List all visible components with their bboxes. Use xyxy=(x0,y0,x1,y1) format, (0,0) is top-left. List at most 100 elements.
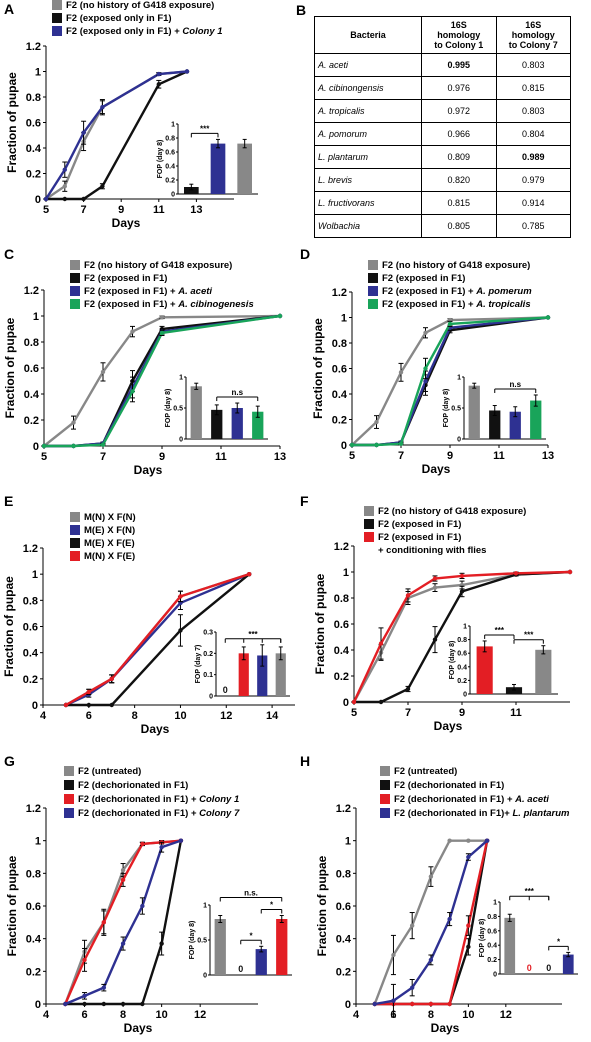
table-cell-bacteria: L. brevis xyxy=(314,168,422,192)
y-tick-label: 0 xyxy=(35,999,41,1011)
y-tick-label: 1 xyxy=(33,311,39,323)
legend-label: F2 (dechorionated in F1)+ L. plantarum xyxy=(394,808,570,819)
data-point xyxy=(545,315,551,320)
y-tick-label: 1 xyxy=(345,836,351,848)
x-tick-label: 5 xyxy=(43,204,49,216)
y-tick-label: 0.6 xyxy=(332,364,347,376)
data-point xyxy=(178,838,184,843)
table-row: L. fructivorans 0.815 0.914 xyxy=(314,191,571,215)
legend-swatch xyxy=(364,506,374,516)
x-tick-label: 11 xyxy=(153,204,165,216)
x-tick-label: 12 xyxy=(220,710,232,722)
x-tick-label: 11 xyxy=(493,450,505,462)
inset-bar-chart: 0 0.2 0.4 0.6 0.8 1 FOP (day 8) *** xyxy=(157,122,258,199)
y-tick-label: 0 xyxy=(32,700,38,712)
inset-tick-label: 1 xyxy=(203,903,207,910)
inset-tick-label: 1 xyxy=(493,900,497,907)
y-tick-label: 0.4 xyxy=(336,934,352,946)
table-cell-homology: 0.785 xyxy=(495,214,571,238)
legend-label: F2 (dechorionated in F1) + A. aceti xyxy=(394,794,549,805)
series-3 xyxy=(41,313,283,449)
y-tick-label: 0.6 xyxy=(23,622,38,634)
inset-bar xyxy=(238,653,249,696)
series-3 xyxy=(349,315,551,448)
inset-tick-label: 0.2 xyxy=(165,178,175,185)
legend-swatch xyxy=(364,519,374,529)
legend: F2 (untreated) F2 (dechorionated in F1) F2… xyxy=(380,766,570,819)
table-cell-bacteria: Wolbachia xyxy=(314,214,422,238)
y-tick-label: 0.8 xyxy=(334,593,349,605)
x-tick-label: 6 xyxy=(81,1009,87,1021)
series-3 xyxy=(372,838,490,1018)
data-point xyxy=(432,585,438,590)
legend-swatch xyxy=(380,794,390,804)
y-tick-label: 0 xyxy=(341,440,347,452)
panel-label-a: A xyxy=(4,1,14,17)
inset-bar xyxy=(231,408,243,439)
legend-swatch xyxy=(364,532,374,542)
data-point xyxy=(405,593,411,598)
y-tick-label: 0.4 xyxy=(334,645,350,657)
data-point xyxy=(100,442,106,447)
data-point xyxy=(428,874,434,879)
legend-swatch xyxy=(52,0,62,10)
inset-bar xyxy=(255,949,267,975)
data-point xyxy=(130,389,135,394)
table-cell-homology: 0.815 xyxy=(421,191,497,215)
y-tick-label: 0.8 xyxy=(23,595,38,607)
data-point xyxy=(466,923,471,928)
y-tick-label: 0.6 xyxy=(334,619,349,631)
y-tick-label: 0.6 xyxy=(26,118,41,130)
header-part: homology xyxy=(437,30,481,40)
legend-swatch xyxy=(368,260,378,270)
data-point xyxy=(101,1001,107,1007)
legend-label: F2 (exposed in F1) + A. cibinogenesis xyxy=(84,299,254,310)
table-cell-homology: 0.914 xyxy=(495,191,571,215)
data-point xyxy=(466,854,471,860)
legend-swatch xyxy=(70,525,80,535)
legend-swatch xyxy=(70,260,80,270)
data-point xyxy=(459,589,465,594)
series-line xyxy=(65,573,250,707)
data-point xyxy=(178,628,183,633)
y-tick-label: 0.4 xyxy=(24,389,40,401)
data-point xyxy=(140,1001,145,1007)
legend-label: M(N) X F(N) xyxy=(84,512,136,523)
data-point xyxy=(423,366,428,371)
x-axis-title: Days xyxy=(124,1021,153,1035)
y-axis-title: Fraction of pupae xyxy=(5,72,19,173)
series-2 xyxy=(351,569,573,705)
legend-label: F2 (exposed in F1) + A. tropicalis xyxy=(382,299,531,310)
inset-tick-label: 0.3 xyxy=(203,630,213,637)
inset-tick-label: 0 xyxy=(203,973,207,980)
significance-label: *** xyxy=(524,631,534,640)
legend-swatch xyxy=(70,551,80,561)
data-point xyxy=(405,686,411,692)
panel-label-g: G xyxy=(4,753,15,769)
legend-label: F2 (exposed only in F1) + Colony 1 xyxy=(66,26,223,37)
inset-tick-label: 1 xyxy=(179,375,183,382)
inset-tick-label: 0 xyxy=(179,437,183,444)
inset-bar xyxy=(476,646,493,694)
x-axis-title: Days xyxy=(422,462,451,476)
series-line xyxy=(65,573,250,707)
inset-tick-label: 0 xyxy=(457,437,461,444)
inset-y-axis-title: FOP (day 8) xyxy=(189,921,196,960)
data-point xyxy=(246,571,252,577)
data-point xyxy=(378,641,384,646)
table-row: A. pomorum 0.966 0.804 xyxy=(314,122,571,146)
table-row: L. plantarum 0.809 0.989 xyxy=(314,145,571,169)
legend-swatch xyxy=(70,299,80,309)
y-axis-title: Fraction of pupae xyxy=(3,317,17,418)
inset-y-axis-title: FOP (day 8) xyxy=(157,140,164,179)
inset-tick-label: 0.6 xyxy=(457,651,467,658)
legend-swatch xyxy=(380,780,390,790)
inset-bar xyxy=(562,954,574,974)
y-tick-label: 0.6 xyxy=(24,363,39,375)
legend-swatch xyxy=(64,794,74,804)
table-cell-homology: 0.804 xyxy=(495,122,571,146)
inset-tick-label: 0.6 xyxy=(165,150,175,157)
x-tick-label: 4 xyxy=(353,1009,360,1021)
